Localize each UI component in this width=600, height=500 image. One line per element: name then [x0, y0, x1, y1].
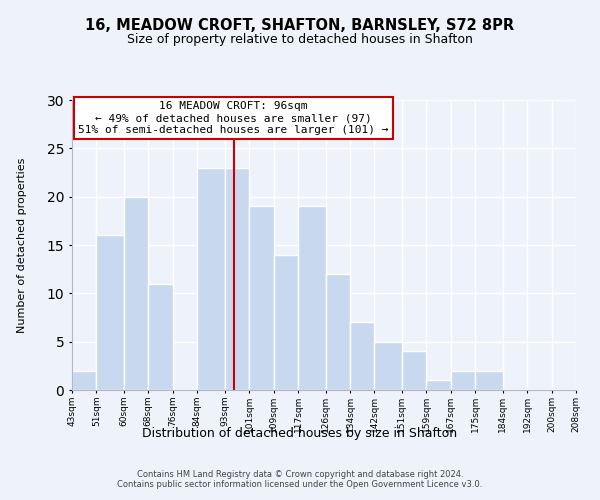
Bar [225, 168, 249, 390]
Text: 16, MEADOW CROFT, SHAFTON, BARNSLEY, S72 8PR: 16, MEADOW CROFT, SHAFTON, BARNSLEY, S72… [85, 18, 515, 32]
Bar [124, 196, 148, 390]
Bar [97, 236, 124, 390]
Bar [475, 370, 503, 390]
Text: Contains HM Land Registry data © Crown copyright and database right 2024.
Contai: Contains HM Land Registry data © Crown c… [118, 470, 482, 490]
Bar [298, 206, 326, 390]
Bar [72, 370, 97, 390]
Bar [249, 206, 274, 390]
Bar [427, 380, 451, 390]
Bar [374, 342, 402, 390]
Bar [402, 352, 427, 390]
Bar [148, 284, 173, 390]
Bar [451, 370, 475, 390]
Bar [197, 168, 225, 390]
Bar [350, 322, 374, 390]
Text: Distribution of detached houses by size in Shafton: Distribution of detached houses by size … [142, 428, 458, 440]
Text: Size of property relative to detached houses in Shafton: Size of property relative to detached ho… [127, 32, 473, 46]
Bar [326, 274, 350, 390]
Bar [274, 254, 298, 390]
Text: 16 MEADOW CROFT: 96sqm
← 49% of detached houses are smaller (97)
51% of semi-det: 16 MEADOW CROFT: 96sqm ← 49% of detached… [78, 102, 389, 134]
Y-axis label: Number of detached properties: Number of detached properties [17, 158, 26, 332]
